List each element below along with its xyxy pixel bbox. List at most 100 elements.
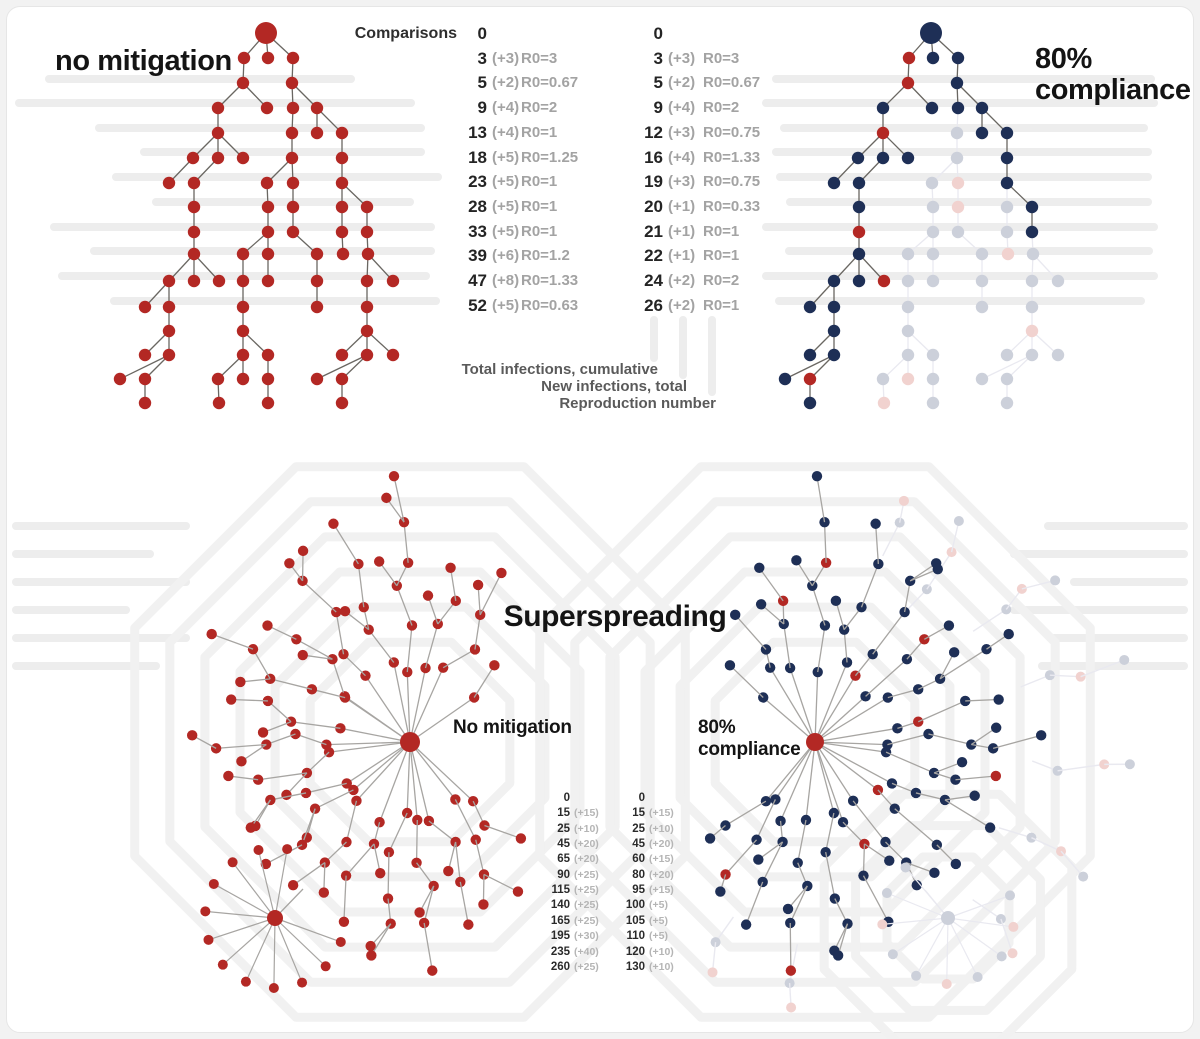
superspreading-row: 25 (+10) 25 (+10) xyxy=(0,822,1200,836)
ss-compliance-new: (+5) xyxy=(649,899,668,912)
ss-compliance-new: (+5) xyxy=(649,930,668,943)
no-mitigation-r0: R0=1 xyxy=(521,123,558,141)
ss-compliance-new: (+20) xyxy=(649,868,674,881)
compliance-r0: R0=1 xyxy=(703,247,740,265)
ss-no-mitigation-new: (+20) xyxy=(574,838,599,851)
superspreading-row: 140 (+25) 100 (+5) xyxy=(0,898,1200,912)
ss-compliance-new: (+15) xyxy=(649,807,674,820)
no-mitigation-cumulative: 3 xyxy=(477,48,487,68)
ss-no-mitigation-new: (+40) xyxy=(574,945,599,958)
compliance-cumulative: 0 xyxy=(653,24,663,43)
comparison-row: 52 (+5) R0=0.63 26 (+2) R0=1 xyxy=(0,296,1200,316)
no-mitigation-cumulative: 33 xyxy=(468,221,487,241)
comparison-row: 23 (+5) R0=1 19 (+3) R0=0.75 xyxy=(0,172,1200,192)
no-mitigation-r0: R0=1 xyxy=(521,197,558,215)
ss-no-mitigation-cumulative: 25 xyxy=(557,822,570,835)
ss-no-mitigation-new: (+25) xyxy=(574,868,599,881)
superspreading-row: 115 (+25) 95 (+15) xyxy=(0,883,1200,897)
ss-no-mitigation-cumulative: 260 xyxy=(550,960,570,973)
no-mitigation-cumulative: 52 xyxy=(468,295,487,315)
compliance-new: (+1) xyxy=(668,247,696,265)
compliance-r0: R0=0.33 xyxy=(703,197,761,215)
compliance-r0: R0=0.67 xyxy=(703,74,761,92)
no-mitigation-cumulative: 28 xyxy=(468,196,487,216)
ss-compliance-cumulative: 15 xyxy=(632,807,645,820)
comparison-row: 33 (+5) R0=1 21 (+1) R0=1 xyxy=(0,222,1200,242)
compliance-new: (+1) xyxy=(668,197,696,215)
comparison-row: 47 (+8) R0=1.33 24 (+2) R0=2 xyxy=(0,271,1200,291)
bottom-right-label-line2: compliance xyxy=(698,739,801,761)
comparison-row: 3 (+3) R0=3 3 (+3) R0=3 xyxy=(0,49,1200,69)
ss-compliance-cumulative: 25 xyxy=(632,822,645,835)
compliance-cumulative: 21 xyxy=(644,221,663,241)
superspreading-title: Superspreading xyxy=(503,600,727,633)
compliance-new: (+3) xyxy=(668,49,696,67)
bottom-right-label: 80% compliance xyxy=(698,717,801,762)
no-mitigation-r0: R0=1.25 xyxy=(521,148,579,166)
radial-tree-no-mitigation xyxy=(186,470,527,993)
ss-compliance-new: (+10) xyxy=(649,960,674,973)
compliance-new: (+4) xyxy=(668,148,696,166)
legend-new-infections: New infections, total xyxy=(541,378,687,395)
superspreading-row: 15 (+15) 15 (+15) xyxy=(0,806,1200,820)
compliance-r0: R0=0.75 xyxy=(703,173,761,191)
no-mitigation-cumulative: 5 xyxy=(477,73,487,93)
transmission-tree-compliance xyxy=(778,22,1065,410)
compliance-new: (+4) xyxy=(668,99,696,117)
compliance-cumulative: 16 xyxy=(644,147,663,167)
ss-compliance-cumulative: 0 xyxy=(638,792,645,804)
ss-compliance-new: (+20) xyxy=(649,838,674,851)
compliance-cumulative: 9 xyxy=(653,98,663,118)
superspreading-row: 65 (+20) 60 (+15) xyxy=(0,852,1200,866)
comparison-row: 18 (+5) R0=1.25 16 (+4) R0=1.33 xyxy=(0,148,1200,168)
top-right-title-line2: compliance xyxy=(1035,74,1191,107)
no-mitigation-new: (+5) xyxy=(492,296,520,314)
superspreading-row: 260 (+25) 130 (+10) xyxy=(0,960,1200,974)
no-mitigation-r0: R0=0.67 xyxy=(521,74,579,92)
superspreading-row: 195 (+30) 110 (+5) xyxy=(0,929,1200,943)
ss-no-mitigation-cumulative: 0 xyxy=(563,792,570,804)
ss-compliance-cumulative: 110 xyxy=(626,930,645,943)
ss-no-mitigation-cumulative: 45 xyxy=(557,838,570,851)
compliance-cumulative: 24 xyxy=(644,271,663,290)
ss-no-mitigation-new: (+25) xyxy=(574,884,599,897)
ss-no-mitigation-cumulative: 115 xyxy=(551,884,570,897)
no-mitigation-r0: R0=0.63 xyxy=(521,296,579,314)
no-mitigation-new: (+2) xyxy=(492,74,520,92)
compliance-r0: R0=1 xyxy=(703,296,740,314)
ss-no-mitigation-cumulative: 140 xyxy=(550,899,570,912)
no-mitigation-cumulative: 13 xyxy=(468,122,487,142)
compliance-r0: R0=2 xyxy=(703,99,740,117)
ss-compliance-cumulative: 80 xyxy=(632,868,645,881)
ss-compliance-cumulative: 130 xyxy=(625,960,645,973)
legend-connectors xyxy=(650,316,716,396)
ss-compliance-cumulative: 105 xyxy=(625,914,645,927)
ss-no-mitigation-new: (+20) xyxy=(574,853,599,866)
ss-compliance-new: (+10) xyxy=(649,945,674,958)
compliance-new: (+1) xyxy=(668,222,696,240)
comparison-row: 28 (+5) R0=1 20 (+1) R0=0.33 xyxy=(0,197,1200,217)
compliance-cumulative: 5 xyxy=(653,73,663,93)
compliance-r0: R0=0.75 xyxy=(703,123,761,141)
comparisons-header: Comparisons xyxy=(354,25,457,42)
ss-compliance-cumulative: 120 xyxy=(625,945,645,958)
compliance-cumulative: 3 xyxy=(653,48,663,68)
compliance-new: (+3) xyxy=(668,123,696,141)
no-mitigation-cumulative: 23 xyxy=(468,172,487,192)
bottom-right-label-line1: 80% xyxy=(698,717,736,738)
transmission-tree-no-mitigation xyxy=(113,22,400,410)
bottom-left-label: No mitigation xyxy=(453,717,572,738)
no-mitigation-cumulative: 39 xyxy=(468,246,487,266)
top-left-title: no mitigation xyxy=(55,45,232,77)
comparison-row: 13 (+4) R0=1 12 (+3) R0=0.75 xyxy=(0,123,1200,143)
no-mitigation-cumulative: 9 xyxy=(477,98,487,118)
superspreading-row: 235 (+40) 120 (+10) xyxy=(0,945,1200,959)
compliance-cumulative: 12 xyxy=(644,122,663,142)
compliance-cumulative: 19 xyxy=(644,172,663,192)
superspreading-row: 90 (+25) 80 (+20) xyxy=(0,868,1200,882)
no-mitigation-new: (+6) xyxy=(492,247,520,265)
ss-compliance-cumulative: 95 xyxy=(632,884,645,897)
legend-reproduction-number: Reproduction number xyxy=(559,395,716,412)
